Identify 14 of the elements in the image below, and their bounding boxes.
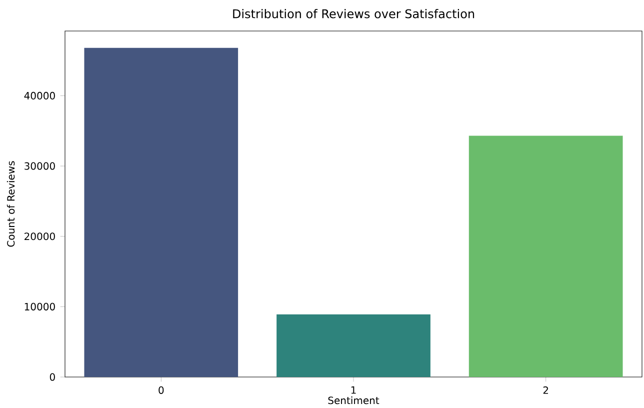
x-tick-label: 2 xyxy=(543,386,548,394)
bar xyxy=(84,48,238,377)
x-tick-label: 0 xyxy=(158,386,164,394)
y-tick-label: 10000 xyxy=(24,302,55,310)
x-axis-title: Sentiment xyxy=(328,396,380,404)
x-tick-label: 1 xyxy=(351,386,356,394)
chart-title: Distribution of Reviews over Satisfaction xyxy=(233,9,474,18)
y-tick-label: 30000 xyxy=(24,162,55,170)
bar xyxy=(276,314,430,377)
y-tick-label: 0 xyxy=(50,373,55,381)
bar xyxy=(468,136,623,377)
y-tick-label: 40000 xyxy=(24,92,55,100)
y-axis-title: Count of Reviews xyxy=(6,161,15,247)
y-tick-label: 20000 xyxy=(24,232,55,240)
